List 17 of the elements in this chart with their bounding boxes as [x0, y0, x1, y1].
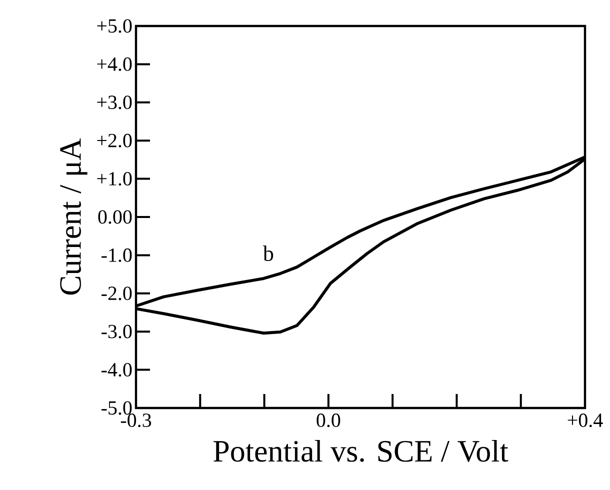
y-tick-label: -2.0 — [102, 286, 132, 300]
y-tick-label: +2.0 — [97, 134, 132, 148]
annotation: b — [262, 246, 274, 262]
y-tick-label: 0.00 — [98, 210, 132, 224]
x-tick-label: -0.3 — [120, 414, 152, 428]
y-tick-label: -4.0 — [102, 363, 132, 377]
y-tick-label: -1.0 — [102, 248, 132, 262]
y-tick-label: +5.0 — [97, 19, 132, 33]
x-axis-title: Potential vs. SCE / Volt — [214, 440, 508, 462]
x-tick-label: +0.4 — [568, 414, 603, 428]
y-tick-label: +4.0 — [97, 57, 132, 71]
y-tick-label: -5.0 — [102, 401, 132, 415]
y-axis-title: Current / μA — [60, 138, 88, 295]
y-tick-label: -3.0 — [102, 324, 132, 338]
x-tick-label: 0.0 — [316, 414, 340, 428]
y-tick-label: +1.0 — [97, 172, 132, 186]
y-tick-label: +3.0 — [97, 96, 132, 110]
